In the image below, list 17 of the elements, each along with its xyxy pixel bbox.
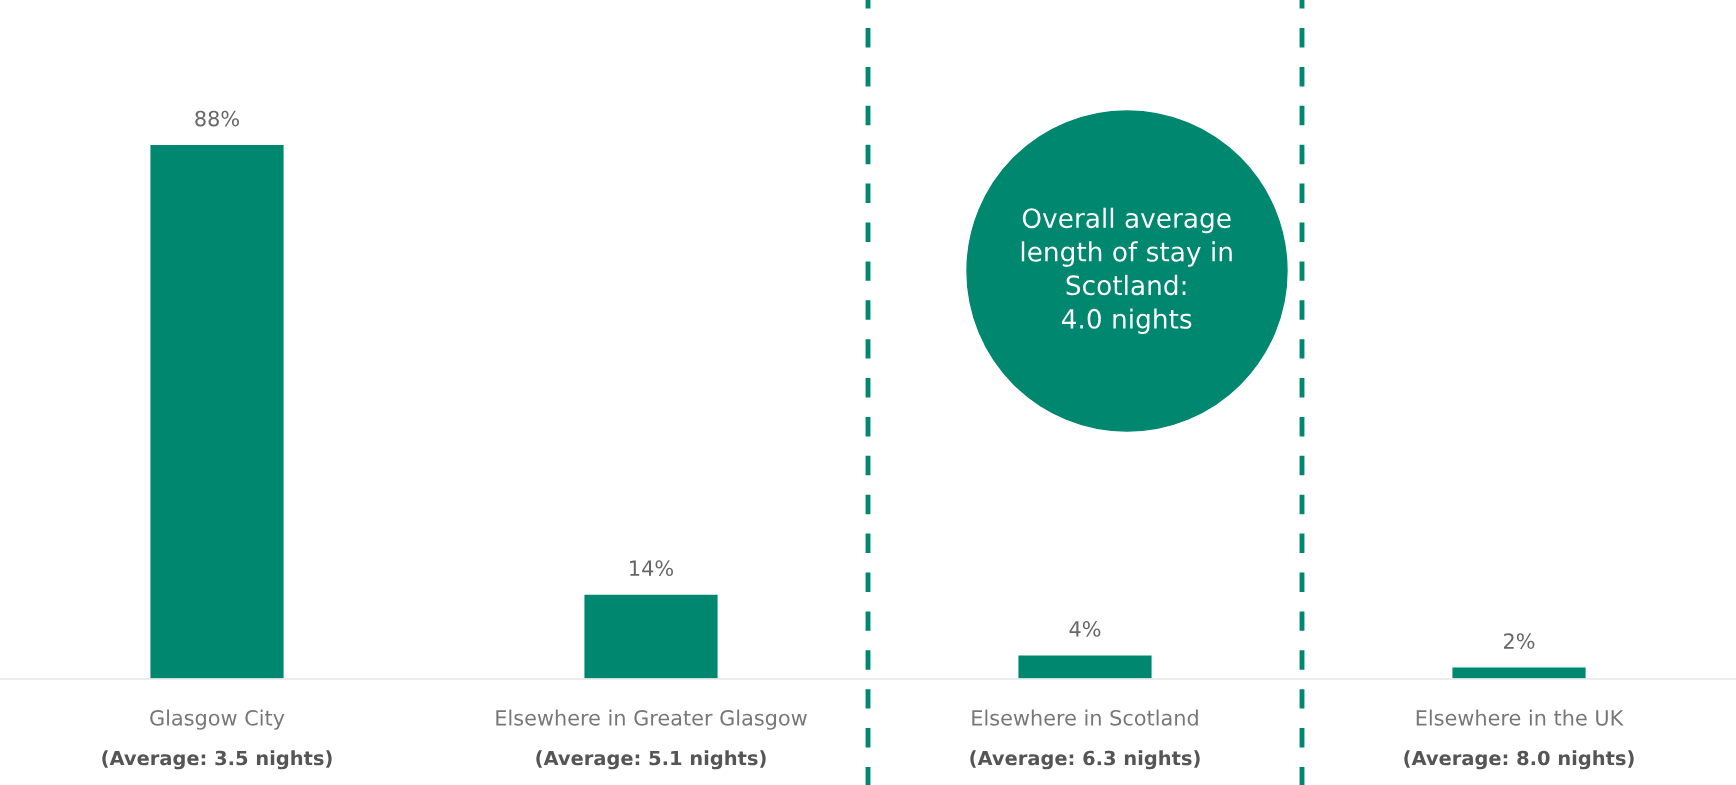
text: (Average: 3.5 nights) <box>102 750 332 770</box>
text: (Average: 5.1 nights) <box>536 750 766 770</box>
data-label: 4% <box>1069 621 1101 637</box>
x-tick-label: Elsewhere in the UK <box>1416 709 1624 726</box>
x-tick-label: Glasgow City <box>150 709 285 730</box>
x-tick-label: Elsewhere in Greater Glasgow <box>496 709 807 730</box>
bar <box>1451 666 1587 680</box>
bar <box>149 143 285 680</box>
data-label: 14% <box>630 560 673 577</box>
annotation: Overall average length of stay in Scotland: 4.0 nights <box>1021 207 1232 334</box>
bar <box>1017 654 1153 680</box>
bar <box>583 593 719 680</box>
data-label: 88% <box>195 110 239 127</box>
text: (Average: 6.3 nights) <box>970 750 1200 770</box>
text: (Average: 8.0 nights) <box>1404 750 1634 770</box>
x-tick-label: Elsewhere in Scotland <box>972 709 1198 726</box>
data-label: 2% <box>1504 633 1535 649</box>
